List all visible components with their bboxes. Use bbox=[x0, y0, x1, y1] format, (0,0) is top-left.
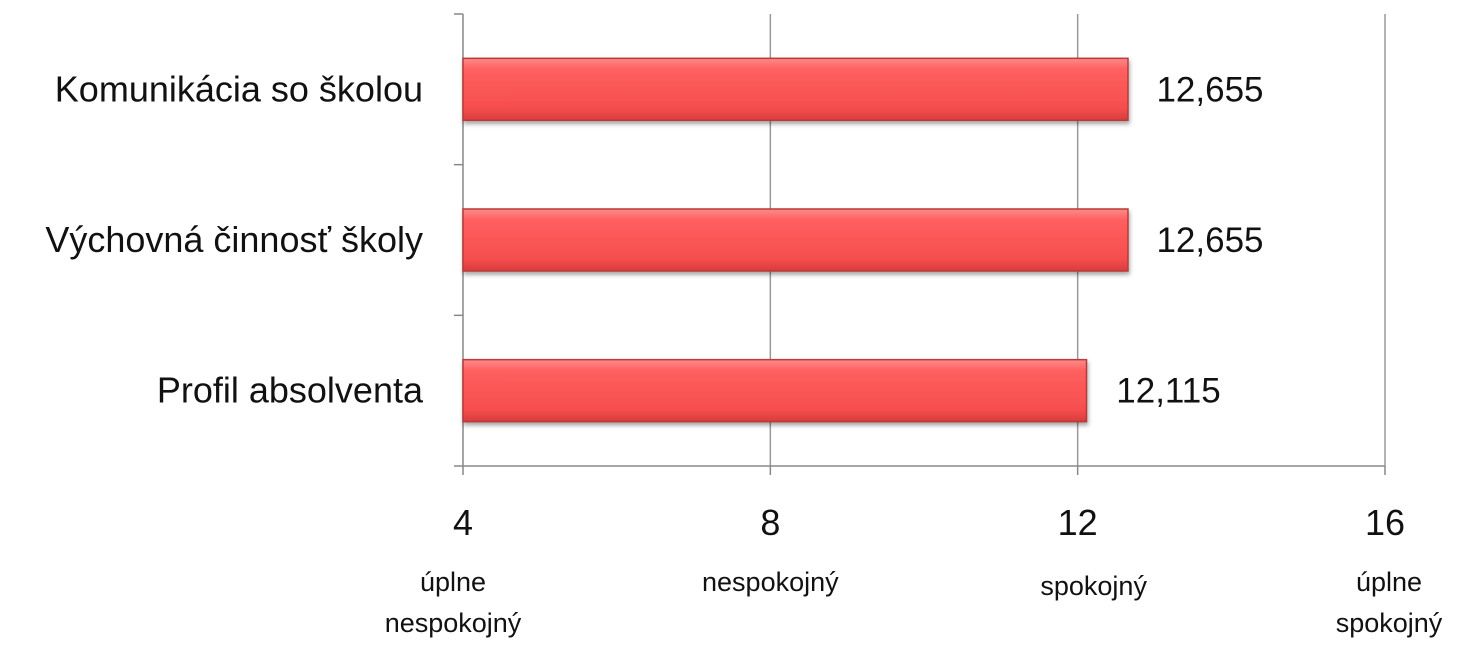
bar-3 bbox=[462, 358, 1088, 423]
data-label: 12,655 bbox=[1156, 221, 1263, 260]
x-tick-label: 8 bbox=[760, 502, 780, 543]
x-tick-description: úplne bbox=[420, 567, 486, 597]
x-tick-description: spokojný bbox=[1336, 608, 1443, 638]
x-tick-label: 16 bbox=[1365, 502, 1405, 543]
category-label: Výchovná činnosť školy bbox=[45, 219, 423, 260]
x-tick-label: 12 bbox=[1058, 502, 1098, 543]
data-label: 12,655 bbox=[1156, 70, 1263, 109]
category-label: Komunikácia so školou bbox=[55, 68, 423, 109]
category-label: Profil absolventa bbox=[157, 370, 424, 411]
x-tick-description: nespokojný bbox=[385, 608, 522, 638]
bar-1 bbox=[462, 57, 1129, 122]
x-tick-label: 4 bbox=[453, 502, 473, 543]
x-tick-description: spokojný bbox=[1040, 571, 1147, 601]
x-tick-description: nespokojný bbox=[702, 567, 839, 597]
data-label: 12,115 bbox=[1116, 372, 1220, 411]
x-tick-description: úplne bbox=[1356, 567, 1422, 597]
bar-2 bbox=[462, 208, 1129, 272]
